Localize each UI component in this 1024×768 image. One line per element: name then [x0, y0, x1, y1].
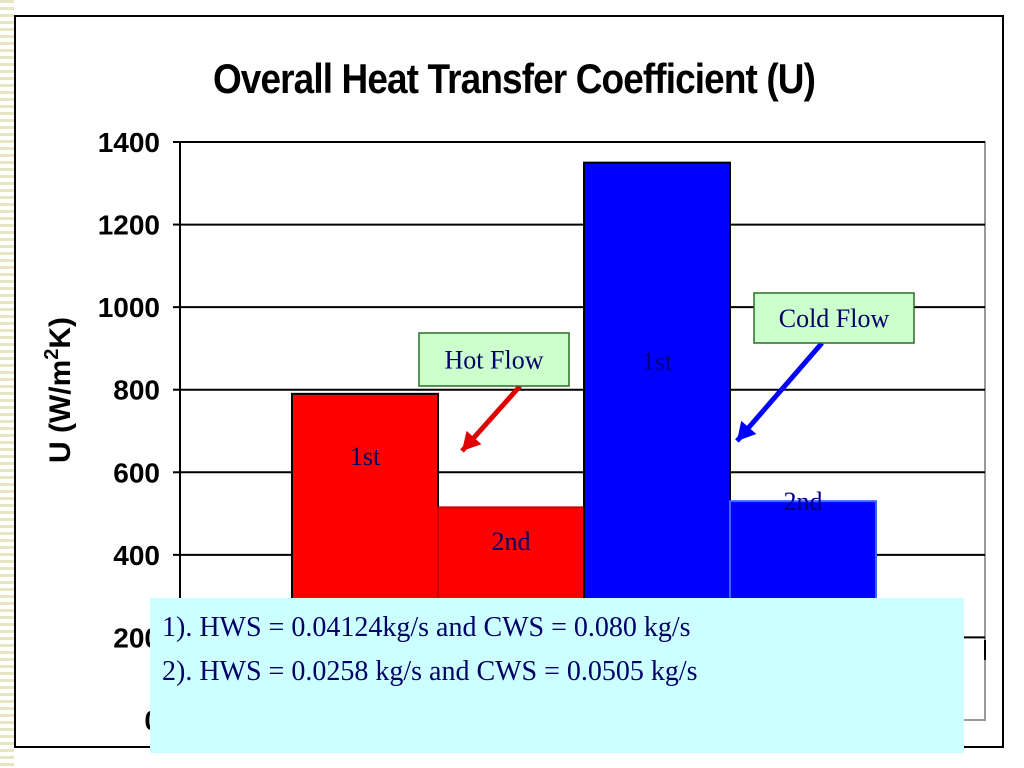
cold-flow-callout-box [753, 292, 915, 344]
y-tick-label: 1400 [98, 127, 160, 158]
bar-data-label: 2nd [492, 527, 531, 556]
slide-edge-stripe [0, 0, 14, 768]
hot-flow-callout-label: Hot Flow [445, 346, 544, 375]
hot-flow-callout-box [418, 332, 570, 387]
y-axis-label-end: K) [44, 317, 77, 349]
bar-data-label: 1st [642, 347, 673, 376]
y-tick-label: 1200 [98, 210, 160, 241]
y-axis-label-sup: 2 [41, 349, 63, 360]
y-axis-label: U (W/m2K) [41, 317, 77, 463]
chart-title: Overall Heat Transfer Coefficient (U) [212, 55, 816, 102]
hot-flow-callout-arrow-head [462, 430, 482, 451]
y-axis-label-main: U (W/m [44, 360, 77, 463]
bar-labels: 1st 2nd 1st 2nd [350, 347, 823, 556]
conditions-note: 1). HWS = 0.04124kg/s and CWS = 0.080 kg… [150, 598, 964, 753]
y-tick-label: 1000 [98, 292, 160, 323]
bar-data-label: 1st [350, 442, 381, 471]
y-tick-label: 600 [113, 457, 160, 488]
annotations: Hot Flow Cold Flow [418, 292, 915, 453]
note-line-1: 1). HWS = 0.04124kg/s and CWS = 0.080 kg… [162, 612, 691, 643]
bar-data-label: 2nd [784, 487, 823, 516]
note-line-2: 2). HWS = 0.0258 kg/s and CWS = 0.0505 k… [162, 656, 698, 687]
cold-flow-callout-label: Cold Flow [779, 304, 890, 333]
cold-flow-callout-arrow-line [735, 341, 824, 443]
cold-flow-callout-arrow-head [737, 420, 757, 441]
y-tick-label: 800 [113, 375, 160, 406]
y-tick-label: 400 [113, 540, 160, 571]
